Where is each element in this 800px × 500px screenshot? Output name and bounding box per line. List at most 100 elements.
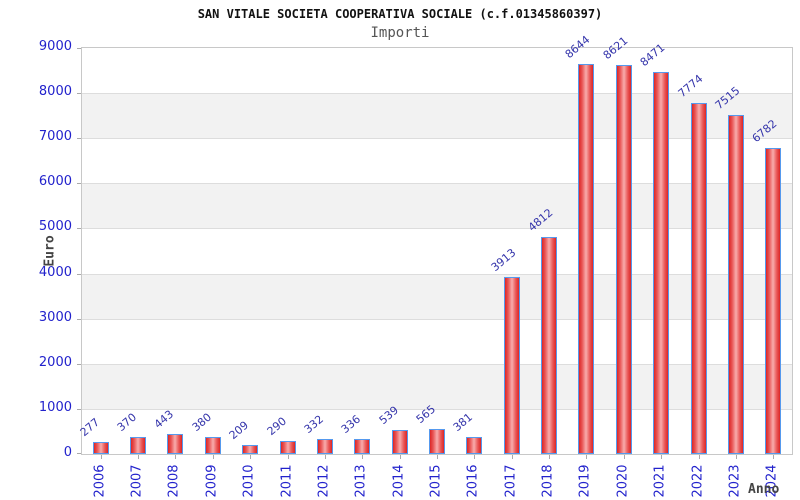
bar-value-label: 381 bbox=[451, 410, 476, 434]
x-tick-label: 2008 bbox=[166, 464, 182, 498]
x-tick-mark bbox=[287, 455, 289, 459]
bar-2006 bbox=[92, 441, 109, 454]
bar-2014 bbox=[391, 429, 408, 454]
x-tick-mark bbox=[324, 455, 326, 459]
y-tick-mark bbox=[77, 453, 81, 454]
bar-2009 bbox=[204, 436, 221, 454]
x-tick-label: 2010 bbox=[241, 464, 257, 498]
y-tick-mark bbox=[77, 273, 81, 275]
y-tick-mark bbox=[77, 408, 81, 410]
plot-band bbox=[82, 183, 792, 229]
gridline bbox=[82, 138, 792, 140]
gridline bbox=[82, 408, 792, 410]
bar-2011 bbox=[279, 440, 296, 454]
bar-2021 bbox=[653, 71, 670, 454]
gridline bbox=[82, 93, 792, 95]
bar-value-label: 336 bbox=[338, 412, 364, 436]
gridline bbox=[82, 318, 792, 320]
x-tick-label: 2023 bbox=[727, 464, 743, 498]
x-tick-mark bbox=[773, 455, 775, 459]
gridline bbox=[82, 228, 792, 230]
x-tick-mark bbox=[511, 455, 513, 459]
x-tick-mark bbox=[175, 455, 177, 459]
x-tick-label: 2019 bbox=[577, 464, 593, 498]
y-tick-label: 5000 bbox=[38, 219, 72, 235]
x-tick-label: 2018 bbox=[540, 464, 556, 498]
bar-2024 bbox=[765, 148, 782, 454]
x-tick-label: 2022 bbox=[690, 464, 706, 498]
x-tick-label: 2009 bbox=[204, 464, 220, 498]
y-tick-label: 4000 bbox=[38, 264, 72, 280]
bar-2020 bbox=[615, 65, 632, 454]
x-tick-mark bbox=[549, 455, 551, 459]
gridline bbox=[82, 273, 792, 275]
x-tick-label: 2020 bbox=[615, 464, 631, 498]
bar-value-label: 290 bbox=[264, 414, 289, 438]
x-tick-label: 2006 bbox=[92, 464, 108, 498]
plot-band bbox=[82, 273, 792, 319]
bar-2017 bbox=[503, 277, 520, 454]
x-tick-mark bbox=[399, 455, 401, 459]
bar-2023 bbox=[727, 115, 744, 454]
bar-value-label: 443 bbox=[152, 407, 177, 432]
y-tick-label: 8000 bbox=[38, 84, 72, 100]
x-tick-label: 2014 bbox=[391, 464, 407, 498]
x-tick-mark bbox=[362, 455, 364, 459]
y-tick-mark bbox=[77, 138, 81, 140]
x-tick-mark bbox=[735, 455, 737, 459]
plot-band bbox=[82, 93, 792, 139]
x-tick-label: 2011 bbox=[279, 464, 295, 498]
x-axis: 2006 2007 2008 2009 2010 2011 2012 2013 2014 2015… bbox=[81, 456, 793, 500]
bar-value-label: 277 bbox=[77, 415, 102, 439]
y-tick-mark bbox=[77, 363, 81, 365]
x-tick-mark bbox=[586, 455, 588, 459]
chart-subtitle: Importi bbox=[370, 25, 430, 41]
x-tick-label: 2013 bbox=[353, 464, 369, 498]
x-tick-mark bbox=[138, 455, 140, 459]
x-tick-mark bbox=[100, 455, 102, 459]
x-tick-label: 2007 bbox=[129, 464, 145, 498]
x-tick-mark bbox=[212, 455, 214, 459]
bar-value-label: 8471 bbox=[637, 40, 668, 69]
y-tick-label: 0 bbox=[63, 445, 72, 460]
bar-value-label: 332 bbox=[301, 412, 326, 437]
bar-2018 bbox=[541, 236, 558, 454]
x-tick-mark bbox=[623, 455, 625, 459]
bar-2007 bbox=[130, 437, 147, 454]
y-tick-mark bbox=[77, 228, 81, 230]
x-tick-mark bbox=[698, 455, 700, 459]
y-tick-label: 3000 bbox=[38, 309, 72, 325]
y-tick-label: 7000 bbox=[38, 129, 72, 145]
bar-value-label: 380 bbox=[189, 410, 214, 434]
bar-2013 bbox=[354, 438, 371, 454]
y-axis: 0 1000 2000 3000 4000 5000 6000 7000 8000 9000 bbox=[0, 39, 78, 460]
bar-2015 bbox=[429, 428, 445, 454]
y-tick-mark bbox=[77, 93, 81, 95]
x-axis-label: Anno bbox=[748, 482, 780, 497]
x-tick-label: 2012 bbox=[316, 464, 332, 498]
y-tick-label: 1000 bbox=[38, 399, 72, 415]
chart-title: SAN VITALE SOCIETA COOPERATIVA SOCIALE (… bbox=[197, 7, 603, 21]
x-tick-mark bbox=[661, 455, 663, 459]
y-tick-mark bbox=[77, 48, 81, 49]
x-tick-label: 2021 bbox=[652, 464, 668, 498]
bar-2012 bbox=[316, 439, 333, 454]
plot-area: 277 370 443 380 209 290 332 336 539 565 381 3913 481… bbox=[77, 33, 793, 459]
y-tick-label: 9000 bbox=[38, 39, 72, 54]
y-tick-mark bbox=[77, 318, 81, 320]
bar-2022 bbox=[690, 103, 707, 454]
y-tick-label: 6000 bbox=[38, 174, 72, 190]
bar-value-label: 209 bbox=[226, 418, 252, 442]
bar-2010 bbox=[242, 444, 259, 454]
y-tick-mark bbox=[77, 183, 81, 185]
bar-value-label: 3913 bbox=[488, 246, 519, 275]
x-tick-mark bbox=[474, 455, 476, 459]
bar-2008 bbox=[167, 434, 184, 454]
gridline bbox=[82, 363, 792, 365]
plot-band bbox=[82, 363, 792, 409]
x-tick-label: 2017 bbox=[503, 464, 519, 498]
bar-value-label: 370 bbox=[114, 410, 140, 435]
x-tick-mark bbox=[437, 455, 438, 459]
x-tick-label: 2016 bbox=[465, 464, 481, 498]
